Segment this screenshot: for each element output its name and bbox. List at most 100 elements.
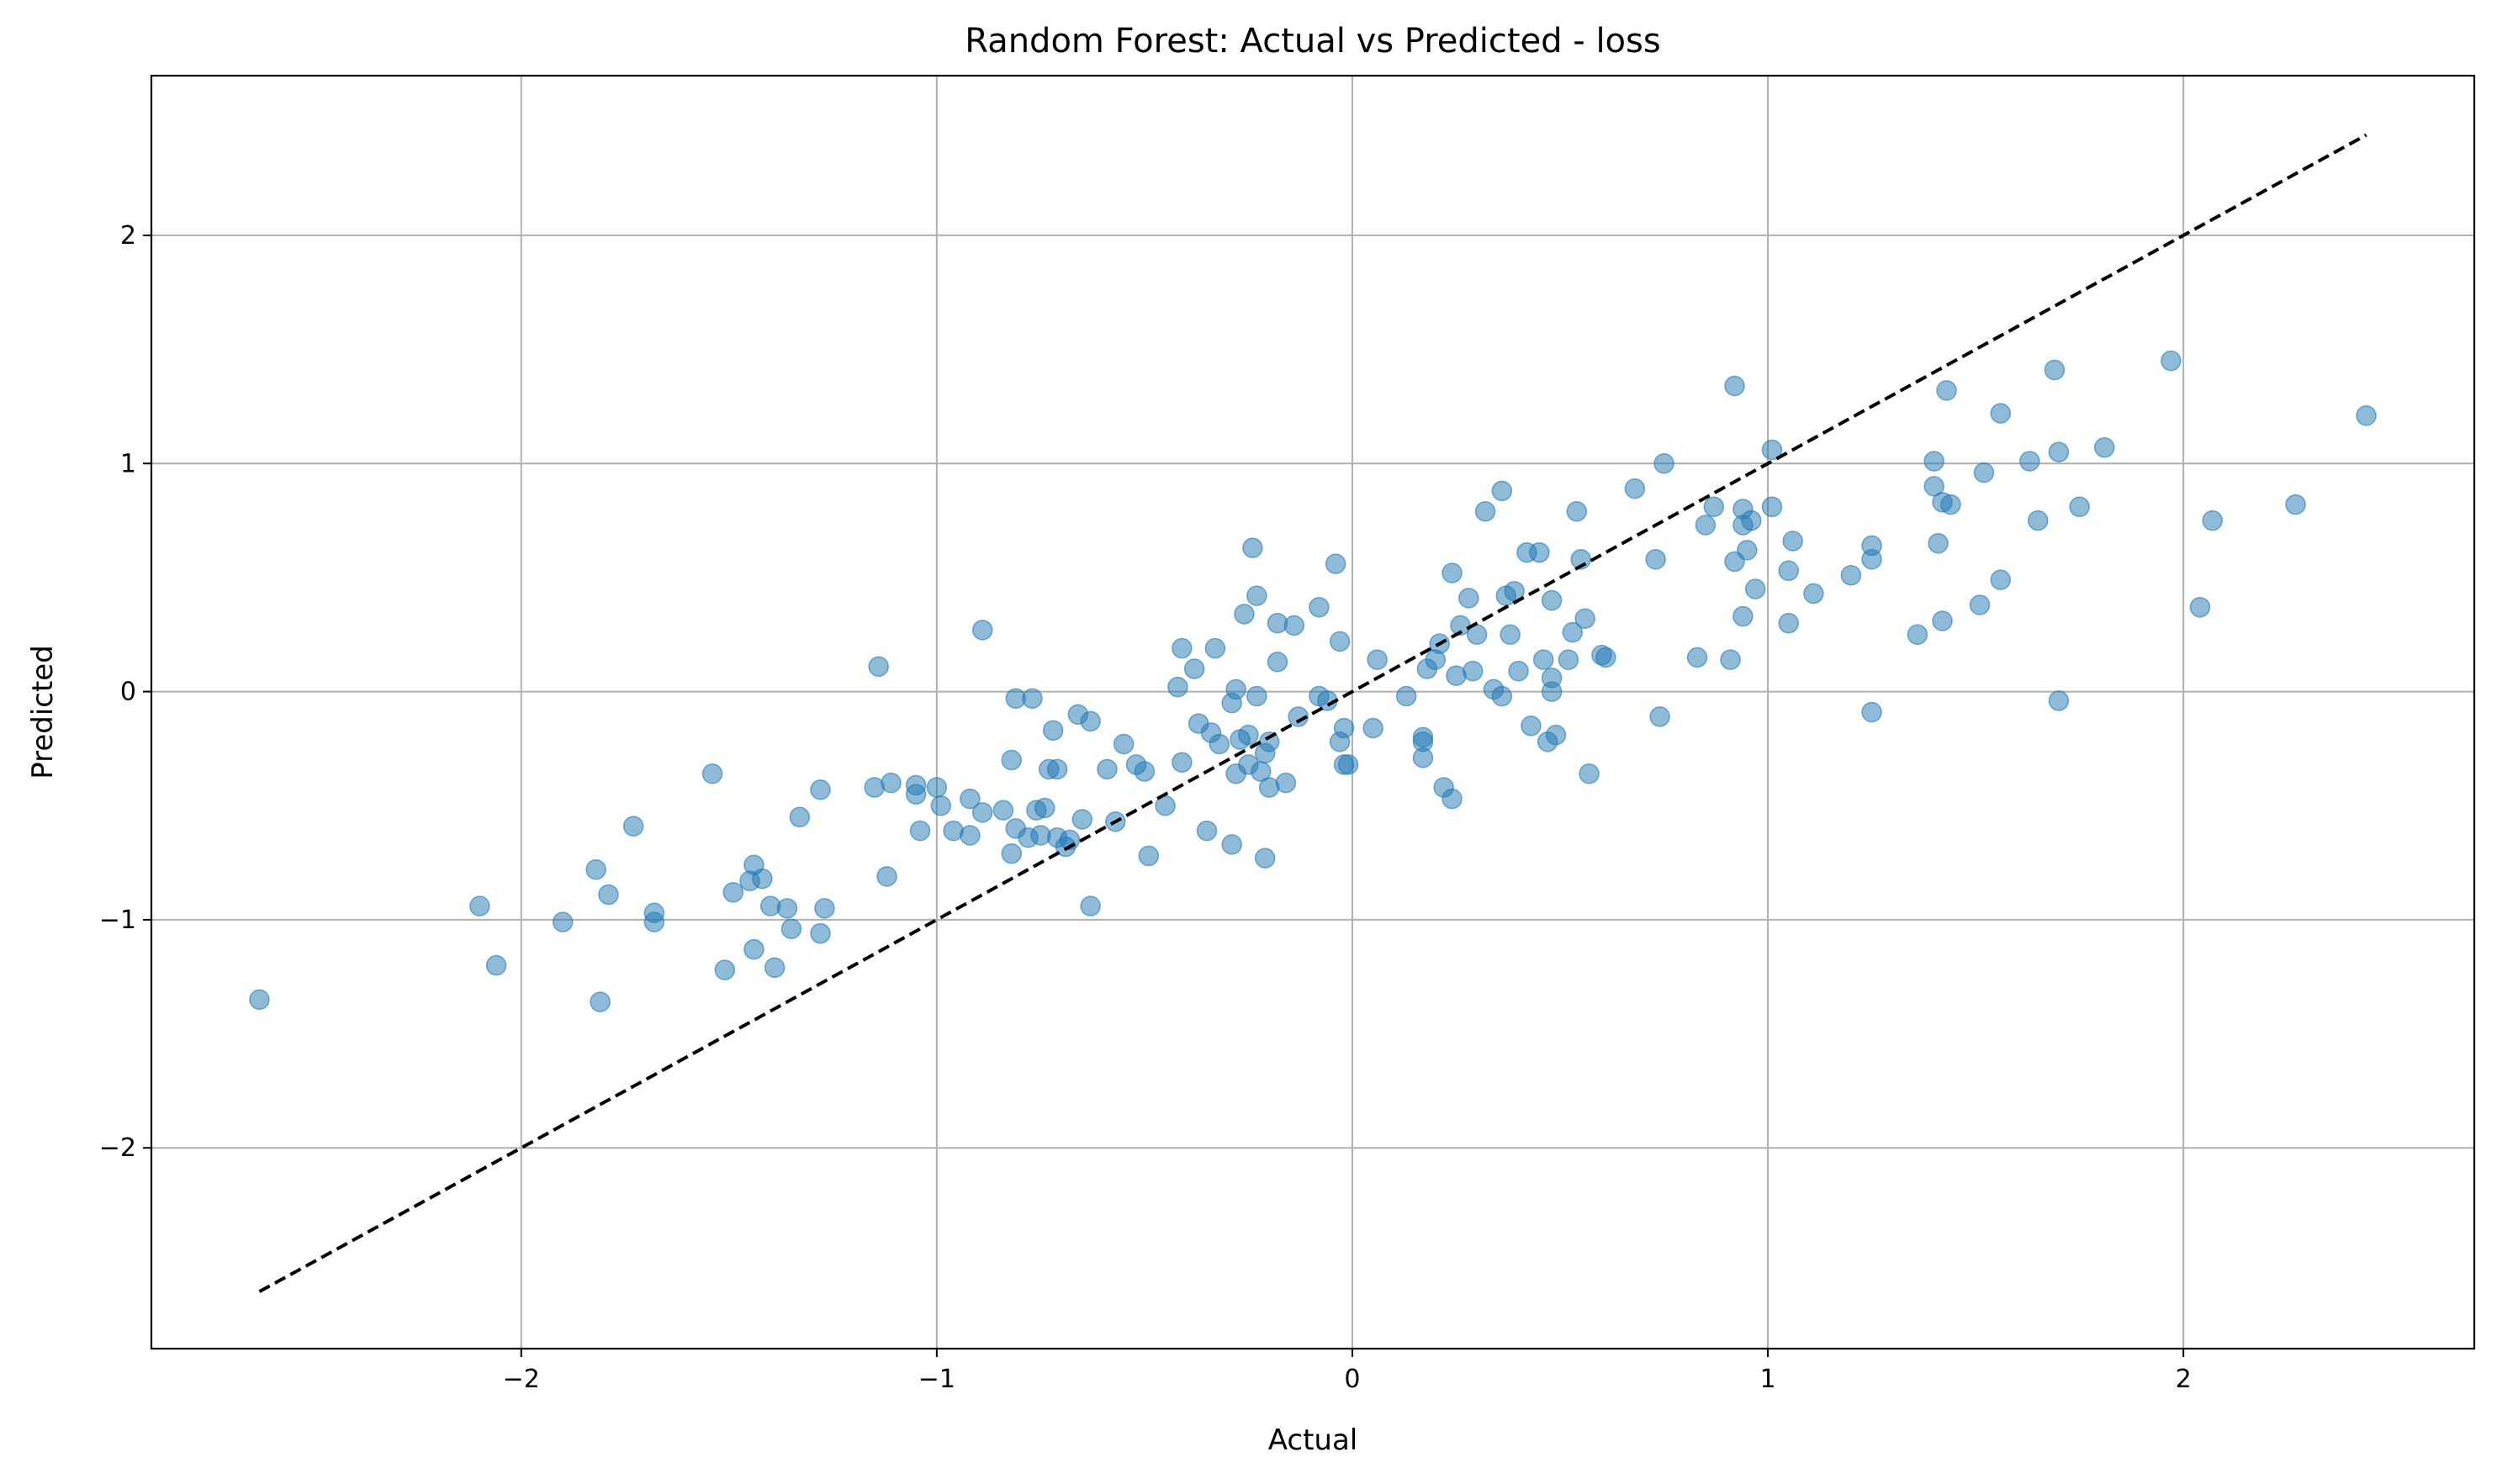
data-point (2048, 690, 2070, 711)
data-point (622, 816, 644, 837)
data-point (764, 957, 786, 979)
data-point (585, 858, 606, 880)
data-point (1221, 834, 1242, 855)
data-point (2094, 437, 2115, 458)
y-tick-label: 1 (120, 449, 136, 478)
data-point (1172, 752, 1193, 773)
data-point (960, 788, 981, 810)
y-axis-title: Predicted (26, 645, 60, 779)
data-point (1329, 631, 1351, 652)
data-point (1246, 585, 1267, 606)
data-point (971, 802, 993, 823)
data-point (1491, 685, 1513, 707)
data-point (1474, 500, 1496, 522)
data-point (1720, 649, 1741, 670)
data-point (1532, 649, 1554, 670)
grid (151, 76, 2474, 1349)
axis-ticks: −2 −1 0 1 2 −2 −1 0 1 2 (99, 221, 2192, 1394)
data-point (714, 959, 736, 980)
data-point (1242, 537, 1263, 558)
data-point (1541, 681, 1563, 702)
data-point (905, 774, 927, 796)
data-point (1744, 578, 1766, 599)
data-point (1928, 532, 1949, 554)
data-point (1442, 788, 1463, 810)
data-point (1458, 588, 1479, 609)
data-point (1022, 688, 1043, 709)
data-point (881, 772, 902, 794)
reference-line (258, 133, 2367, 1293)
data-point (1167, 676, 1188, 698)
data-point (814, 898, 835, 919)
data-point (1579, 763, 1600, 784)
data-point (868, 656, 889, 677)
data-point (1695, 515, 1717, 536)
data-point (1001, 842, 1023, 864)
data-point (1923, 476, 1944, 497)
data-point (598, 884, 619, 906)
data-point (1508, 660, 1529, 682)
data-point (722, 882, 743, 903)
data-point (1545, 724, 1567, 746)
data-point (1566, 500, 1588, 522)
data-point (1071, 809, 1093, 830)
data-point (643, 911, 665, 932)
data-point (1267, 652, 1288, 673)
data-point (1325, 553, 1346, 574)
data-point (1288, 706, 1309, 727)
data-point (2285, 494, 2306, 515)
data-point (2356, 405, 2377, 426)
data-point (1562, 621, 1584, 643)
data-point (1969, 594, 1991, 615)
data-point (1283, 615, 1305, 636)
data-point (1196, 820, 1218, 842)
data-point (1395, 685, 1417, 707)
data-point (776, 898, 798, 919)
data-point (2189, 596, 2211, 618)
data-point (743, 938, 764, 960)
data-point (1541, 589, 1563, 611)
data-point (1172, 637, 1193, 659)
data-point (1442, 562, 1463, 584)
x-tick-label: 1 (1759, 1365, 1775, 1394)
data-point (1246, 685, 1267, 707)
data-point (2161, 350, 2182, 372)
data-point (909, 820, 931, 842)
data-point (1113, 733, 1135, 755)
data-point (1042, 720, 1064, 741)
data-point (1204, 637, 1226, 659)
data-point (701, 763, 723, 784)
data-point (1973, 462, 1995, 483)
data-point (1558, 649, 1579, 670)
y-tick-label: 0 (120, 678, 136, 707)
data-point (1209, 733, 1230, 755)
data-point (552, 911, 574, 932)
data-point (1907, 624, 1928, 645)
data-point (1653, 453, 1674, 474)
data-point (1362, 717, 1383, 739)
plot-area-frame (150, 74, 2476, 1350)
data-point (485, 954, 507, 976)
data-point (2069, 496, 2090, 518)
data-point (960, 825, 981, 846)
data-point (2048, 441, 2070, 462)
data-point (2027, 510, 2049, 531)
data-point (1333, 717, 1355, 739)
data-point (1500, 624, 1521, 645)
data-point (1990, 569, 2011, 590)
data-point (992, 800, 1014, 821)
data-point (1183, 658, 1205, 679)
data-point (1529, 541, 1550, 563)
data-point (1574, 608, 1595, 630)
x-tick-label: −1 (918, 1365, 955, 1394)
x-axis-title: Actual (1268, 1423, 1358, 1457)
data-point (1521, 716, 1542, 737)
data-point (2019, 451, 2040, 472)
x-tick-label: 2 (2176, 1365, 2192, 1394)
data-points (249, 350, 2377, 1012)
data-point (1134, 761, 1156, 782)
data-point (1034, 797, 1055, 819)
data-point (1491, 480, 1513, 502)
data-point (1649, 706, 1670, 727)
